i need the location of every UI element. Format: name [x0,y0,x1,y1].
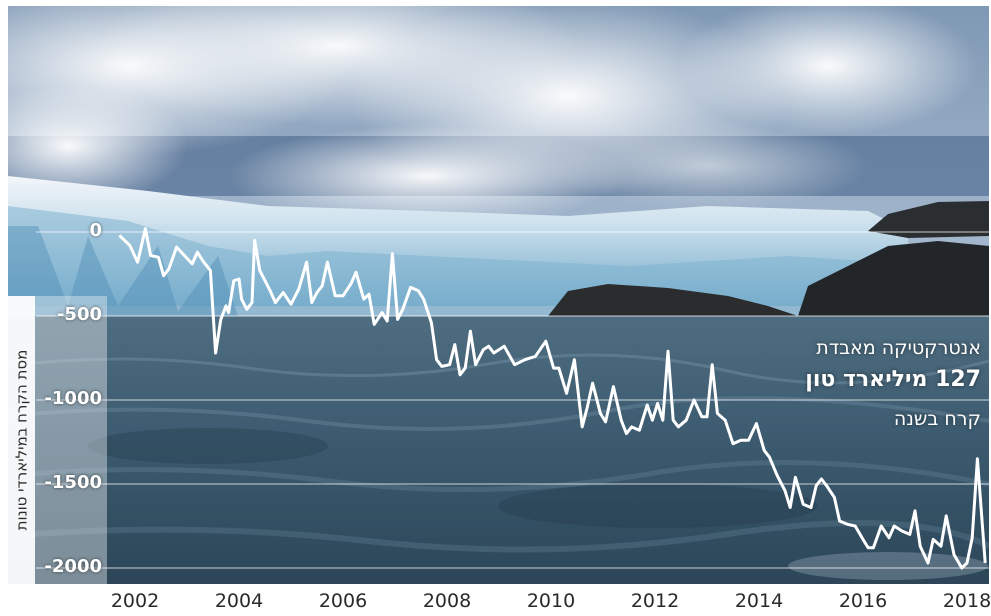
x-tick-label: 2002 [110,590,160,612]
y-axis-label-box [8,296,35,584]
x-tick-label: 2014 [734,590,784,612]
annotation-number: 127 [935,367,981,392]
x-tick-label: 2012 [630,590,680,612]
x-tick-label: 2018 [942,590,991,612]
y-tick-label: -2000 [44,556,102,577]
y-axis-band [35,296,107,584]
x-tick-label: 2008 [422,590,472,612]
annotation-line-1: אנטרקטיקה מאבדת [816,337,981,359]
y-tick-label: 0 [89,220,102,241]
x-tick-label: 2004 [214,590,264,612]
mass-loss-series [118,227,987,570]
y-tick-label: -1000 [44,388,102,409]
glacier-photo [8,6,989,584]
y-tick-label: -500 [56,304,102,325]
x-tick-label: 2010 [526,590,576,612]
x-tick-label: 2016 [838,590,888,612]
gridlines [36,231,989,569]
series-line [118,227,987,570]
x-tick-label: 2006 [318,590,368,612]
annotation-unit: מיליארד טון [805,367,928,392]
annotation-line-2: 127 מיליארד טון [805,367,981,392]
y-tick-label: -1500 [44,472,102,493]
annotation-line-3: קרח בשנה [893,408,981,430]
